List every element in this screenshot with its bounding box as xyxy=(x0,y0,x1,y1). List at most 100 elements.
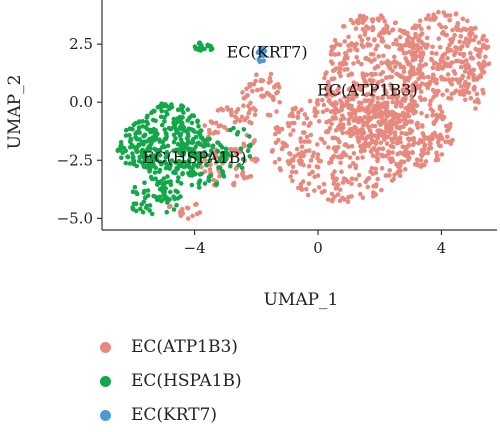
data-point xyxy=(218,106,224,112)
data-point xyxy=(300,179,306,184)
data-point xyxy=(316,119,322,124)
data-point xyxy=(241,141,246,147)
data-point xyxy=(301,121,307,126)
data-point xyxy=(395,112,400,118)
data-point xyxy=(383,75,389,80)
data-point xyxy=(287,113,293,118)
data-point xyxy=(416,38,421,43)
data-point xyxy=(303,148,309,154)
data-point xyxy=(130,126,135,132)
data-point xyxy=(168,179,173,184)
data-point xyxy=(403,131,408,136)
data-point xyxy=(403,50,409,56)
data-point xyxy=(391,176,397,182)
data-point xyxy=(447,139,453,145)
data-point xyxy=(296,185,301,191)
data-point xyxy=(117,147,123,153)
data-point xyxy=(151,127,157,132)
data-point xyxy=(333,128,339,133)
data-point xyxy=(430,109,436,114)
data-point xyxy=(390,99,396,105)
data-point xyxy=(375,64,381,69)
data-point xyxy=(178,126,184,132)
data-point xyxy=(390,27,396,32)
data-point xyxy=(414,121,420,127)
data-point xyxy=(151,108,156,114)
data-point xyxy=(445,56,450,61)
data-point xyxy=(162,115,167,120)
data-point xyxy=(162,159,168,165)
data-point xyxy=(306,181,312,186)
data-point xyxy=(157,167,163,173)
data-point xyxy=(181,110,186,115)
data-point xyxy=(419,26,424,32)
data-point xyxy=(308,132,314,138)
data-point xyxy=(127,161,133,166)
data-point xyxy=(195,151,201,156)
data-point xyxy=(202,144,207,149)
cluster-label: EC(HSPA1B) xyxy=(143,148,247,167)
data-point xyxy=(208,148,214,154)
data-point xyxy=(340,125,346,131)
data-point xyxy=(453,59,459,64)
data-point xyxy=(343,61,349,66)
data-point xyxy=(409,93,415,99)
data-point xyxy=(441,60,447,65)
data-point xyxy=(181,128,187,133)
data-point xyxy=(353,26,359,31)
data-point xyxy=(337,187,343,192)
data-point xyxy=(466,82,472,87)
data-point xyxy=(197,172,203,177)
data-point xyxy=(407,49,412,55)
data-point xyxy=(371,145,377,151)
data-point xyxy=(437,106,443,111)
data-point xyxy=(449,37,454,43)
data-point xyxy=(179,120,184,126)
data-point xyxy=(195,118,200,124)
data-point xyxy=(431,121,437,126)
data-point xyxy=(457,51,463,57)
data-point xyxy=(260,51,266,57)
data-point xyxy=(213,129,218,135)
data-point xyxy=(356,86,361,91)
data-point xyxy=(295,114,301,120)
x-axis-title: UMAP_1 xyxy=(264,290,339,310)
data-point xyxy=(343,152,349,158)
data-point xyxy=(462,40,467,45)
data-point xyxy=(354,81,360,87)
data-point xyxy=(202,123,208,128)
data-point xyxy=(386,30,392,36)
data-point xyxy=(326,145,331,150)
data-point xyxy=(165,174,170,179)
data-point xyxy=(394,71,399,77)
data-point xyxy=(277,100,283,105)
data-point xyxy=(420,139,426,144)
data-point xyxy=(394,60,399,65)
data-point xyxy=(145,193,151,198)
data-point xyxy=(118,144,123,149)
data-point xyxy=(143,125,149,130)
data-point xyxy=(349,129,355,134)
data-point xyxy=(317,158,322,164)
data-point xyxy=(329,49,334,54)
data-point xyxy=(383,153,389,159)
data-point xyxy=(334,66,339,71)
data-point xyxy=(290,158,296,163)
data-point xyxy=(386,134,391,140)
data-point xyxy=(475,97,480,102)
data-point xyxy=(419,110,424,116)
data-point xyxy=(315,152,321,157)
data-point xyxy=(373,166,379,172)
data-point xyxy=(327,97,332,103)
data-point xyxy=(361,120,366,125)
data-point xyxy=(333,177,339,183)
data-point xyxy=(460,59,466,65)
data-point xyxy=(442,77,448,82)
data-point xyxy=(152,170,158,175)
data-point xyxy=(305,192,311,198)
data-point xyxy=(384,173,390,178)
data-point xyxy=(392,54,397,60)
data-point xyxy=(273,140,279,146)
data-point xyxy=(168,163,173,168)
data-point xyxy=(173,188,178,194)
